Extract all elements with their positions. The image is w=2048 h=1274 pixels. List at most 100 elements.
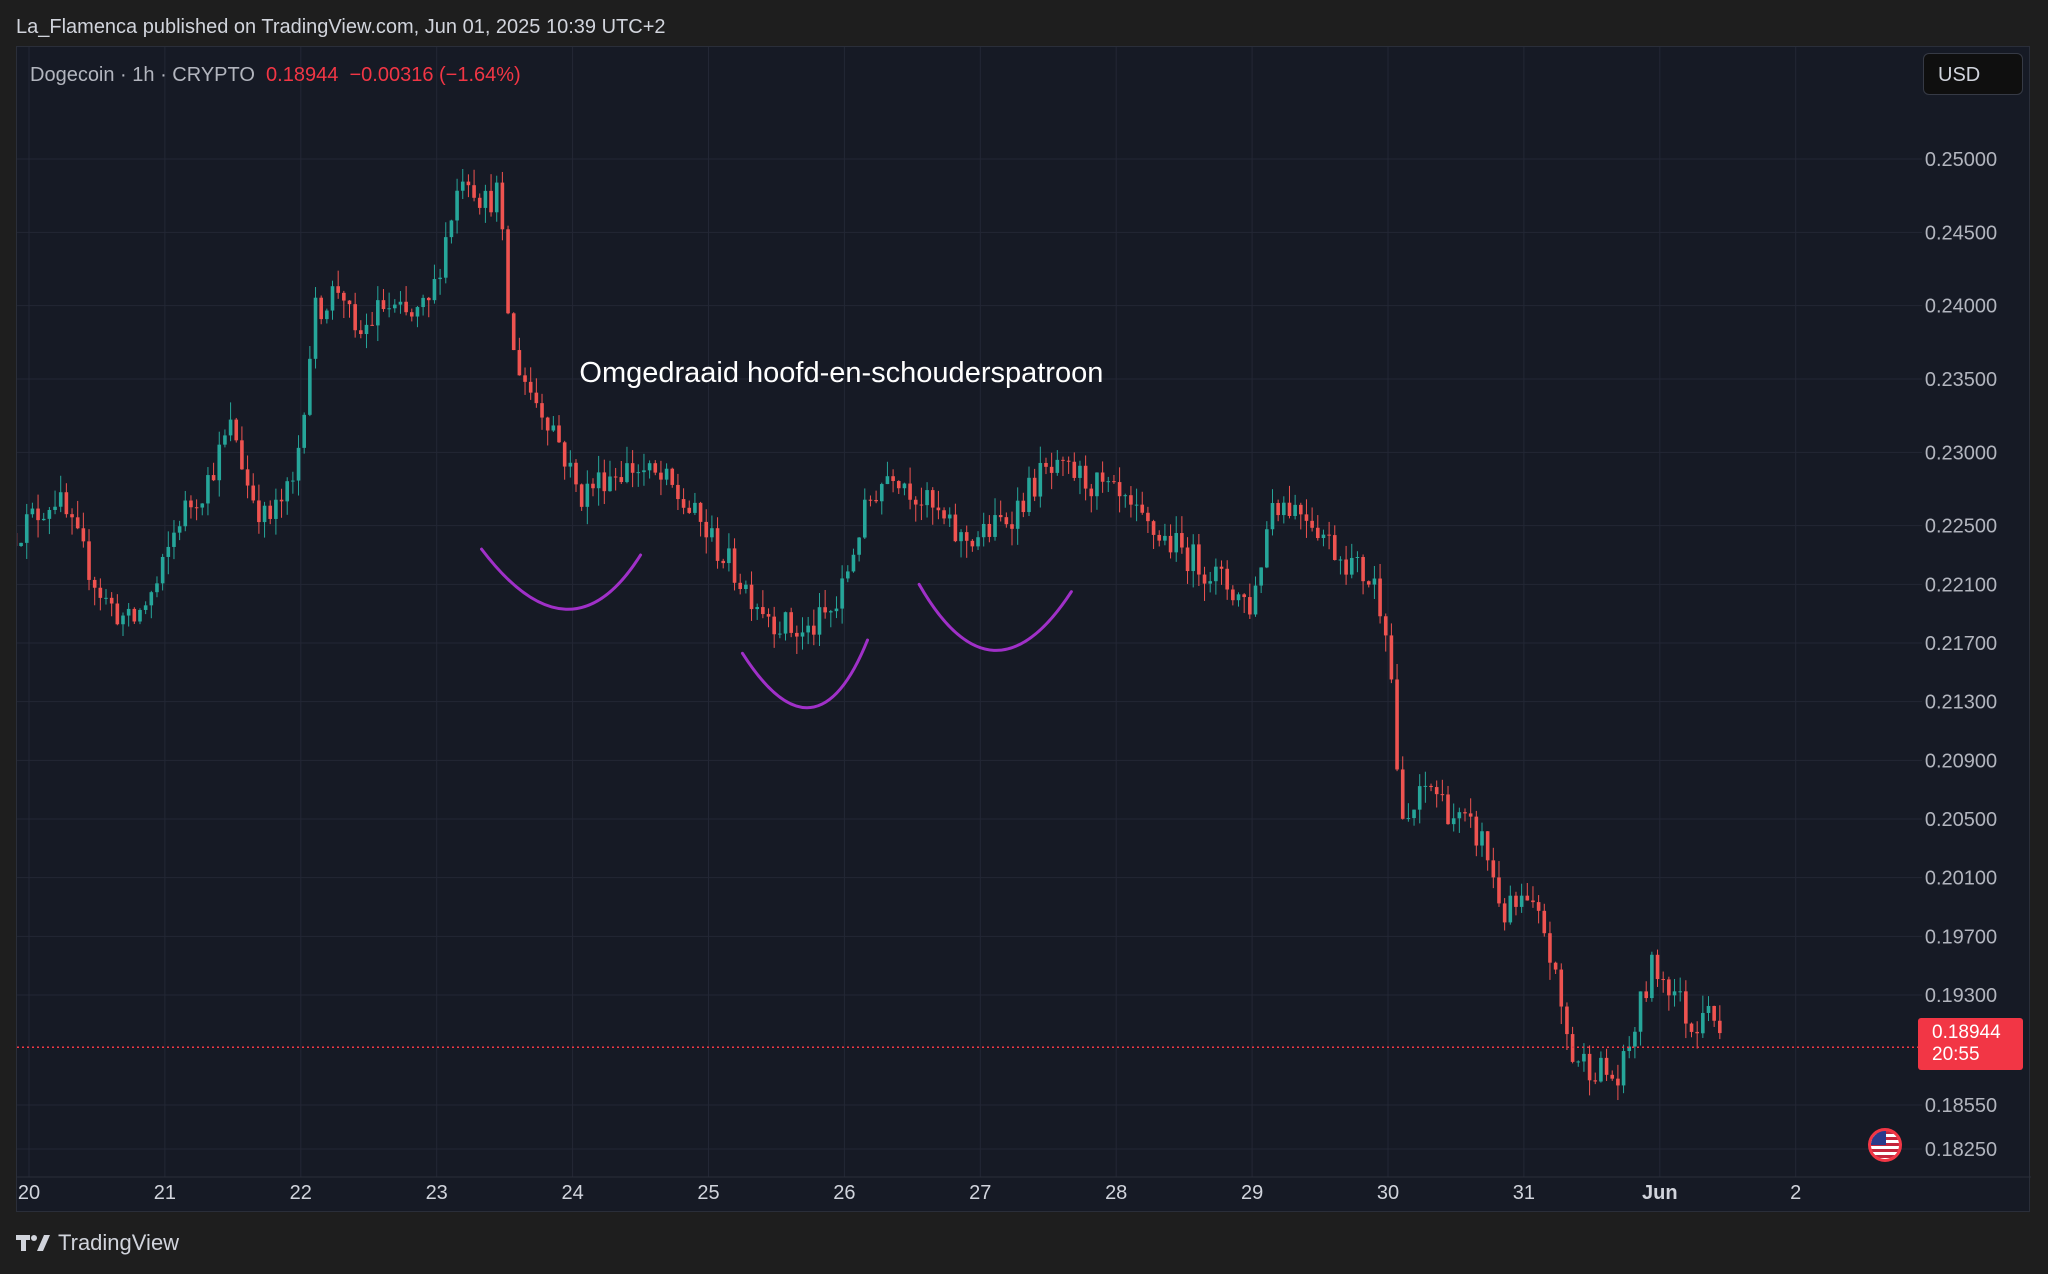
candle: [1219, 560, 1224, 585]
footer-brand: TradingView: [58, 1230, 180, 1255]
x-tick-label: 31: [1513, 1182, 1535, 1204]
candle: [81, 512, 86, 548]
candle: [562, 440, 567, 480]
candle: [1633, 1026, 1637, 1059]
grid-lines: [17, 47, 2031, 1178]
candle: [840, 565, 844, 624]
candle: [1655, 949, 1660, 987]
candle: [772, 606, 776, 648]
candle: [925, 482, 929, 518]
candle: [834, 596, 839, 619]
candle: [53, 490, 57, 515]
candle: [568, 450, 573, 478]
candle: [687, 500, 692, 515]
candle: [1621, 1044, 1626, 1094]
candle: [874, 490, 878, 504]
last-price-badge: 0.18944 20:55: [1918, 1018, 2023, 1070]
candle: [1298, 502, 1303, 530]
candle: [653, 460, 658, 476]
x-tick-label: Jun: [1642, 1182, 1678, 1204]
candle: [1604, 1048, 1609, 1081]
candle: [1684, 980, 1688, 1039]
candle: [1548, 921, 1552, 980]
candle: [1678, 977, 1682, 1002]
y-tick-label: 0.23000: [1925, 442, 1997, 464]
y-axis-labels: 0.18250 0.18550 0.19300 0.19700 0.20100 0.205…: [1925, 149, 1997, 1161]
candle: [449, 219, 454, 244]
candle: [302, 412, 306, 454]
candle: [381, 289, 386, 312]
candle: [540, 393, 544, 430]
candle: [1151, 519, 1156, 549]
candle: [1146, 506, 1150, 534]
candle: [438, 268, 442, 295]
candle: [1451, 803, 1456, 832]
candle: [1355, 551, 1360, 573]
candle: [534, 378, 539, 408]
candle: [1134, 488, 1139, 522]
candle: [800, 617, 805, 650]
candle: [795, 625, 799, 654]
candle: [313, 287, 318, 369]
candle: [630, 450, 635, 488]
candle: [698, 501, 703, 537]
candle: [1514, 891, 1518, 916]
candle: [500, 171, 505, 241]
y-tick-label: 0.19700: [1925, 926, 1997, 948]
candle: [806, 616, 810, 645]
y-tick-label: 0.18250: [1925, 1139, 1997, 1161]
candle: [58, 475, 63, 513]
candle: [1576, 1060, 1581, 1067]
x-tick-label: 25: [697, 1182, 719, 1204]
candle: [200, 503, 205, 516]
candle: [1485, 831, 1490, 871]
candle: [466, 174, 471, 198]
candle: [1536, 895, 1541, 924]
candle: [1095, 472, 1099, 510]
candle: [721, 558, 726, 569]
candle: [517, 337, 522, 376]
candle: [676, 473, 680, 511]
tradingview-logo-icon: [16, 1235, 50, 1251]
candle: [636, 464, 641, 487]
x-tick-label: 30: [1377, 1182, 1399, 1204]
candle: [1502, 898, 1507, 931]
pattern-annotation[interactable]: Omgedraaid hoofd-en-schouderspatroon: [579, 357, 1103, 389]
candle: [1480, 822, 1484, 857]
candle: [308, 346, 312, 417]
candle: [1559, 963, 1564, 1025]
candle: [426, 296, 431, 318]
candle: [1208, 571, 1212, 593]
candle: [404, 286, 408, 316]
price-chart[interactable]: Omgedraaid hoofd-en-schouderspatroon 0.1…: [17, 47, 2031, 1213]
candle: [1667, 976, 1671, 1011]
chart-panel[interactable]: Omgedraaid hoofd-en-schouderspatroon 0.1…: [16, 46, 2031, 1213]
us-flag-icon[interactable]: [1868, 1128, 1902, 1162]
candle: [370, 311, 374, 326]
candle: [1004, 512, 1009, 528]
candle: [1525, 882, 1530, 901]
x-tick-label: 24: [561, 1182, 583, 1204]
candle: [1372, 565, 1377, 599]
candle: [189, 495, 193, 519]
candle: [608, 460, 612, 492]
currency-button[interactable]: USD: [1923, 53, 2023, 95]
candle: [251, 473, 256, 504]
candle: [138, 608, 142, 625]
candle: [625, 446, 629, 484]
candle: [1587, 1045, 1592, 1096]
candle: [579, 483, 584, 511]
candle: [1180, 516, 1184, 554]
candle: [217, 431, 222, 497]
candle: [964, 525, 969, 558]
candle: [947, 507, 952, 527]
y-tick-label: 0.24500: [1925, 222, 1997, 244]
candle: [1129, 486, 1133, 518]
candle: [92, 576, 97, 606]
candle: [919, 487, 924, 521]
candle: [489, 174, 493, 217]
candle: [19, 542, 23, 547]
candle: [1349, 543, 1354, 579]
candle: [319, 295, 323, 325]
candle: [155, 576, 159, 598]
